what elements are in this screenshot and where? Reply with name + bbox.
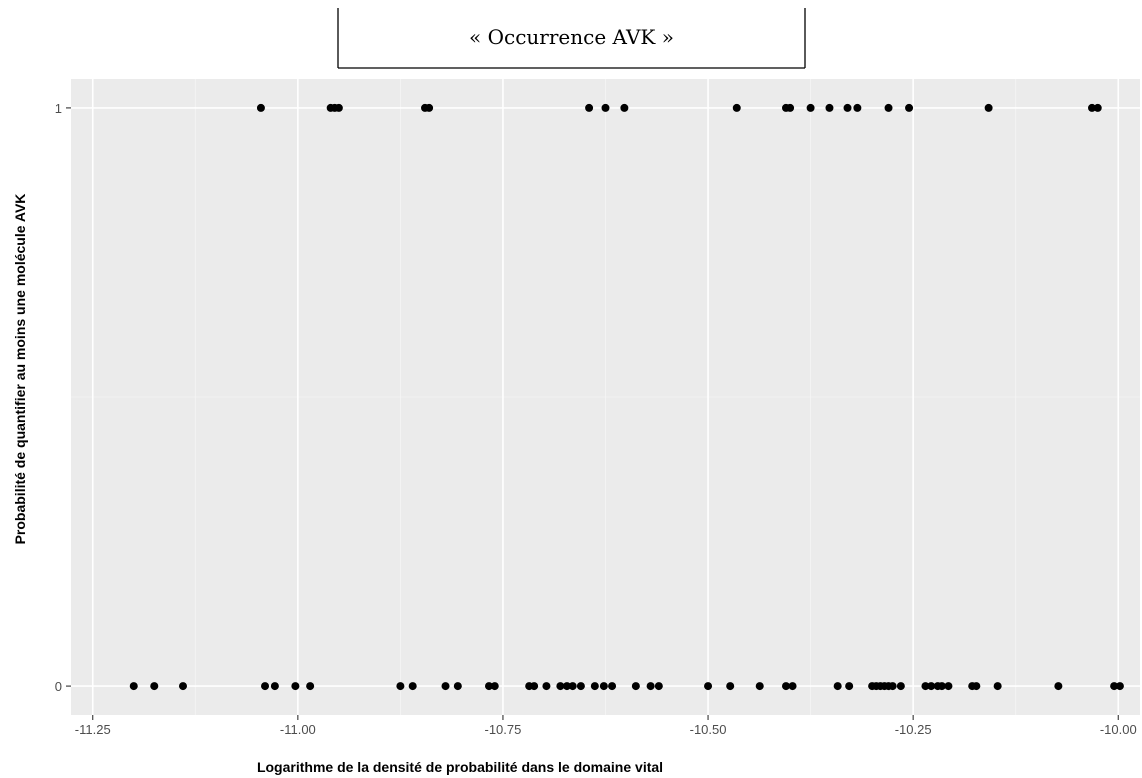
data-point [993,682,1002,691]
data-point [755,682,764,691]
data-point [590,682,599,691]
data-point [631,682,640,691]
data-point [425,103,434,112]
data-point [291,682,300,691]
data-point [261,682,270,691]
x-axis-title: Logarithme de la densité de probabilité … [257,759,663,775]
x-tick-label: -10.75 [485,722,522,737]
data-point [150,682,159,691]
data-point [562,682,571,691]
data-point [833,682,842,691]
data-point [921,682,930,691]
data-point [256,103,265,112]
data-point [944,682,953,691]
data-point [788,682,797,691]
data-point [129,682,138,691]
data-point [732,103,741,112]
data-point [178,682,187,691]
data-point [1088,103,1097,112]
grid-minor [71,79,1140,715]
data-point [408,682,417,691]
data-point [646,682,655,691]
data-point [825,103,834,112]
data-point [485,682,494,691]
data-point [568,682,577,691]
data-point [608,682,617,691]
data-point [556,682,565,691]
data-point [1093,103,1102,112]
data-point [972,682,981,691]
data-point [490,682,499,691]
data-point [334,103,343,112]
data-point [896,682,905,691]
data-point [396,682,405,691]
data-points [129,103,1124,691]
data-point [845,682,854,691]
chart-title-box: « Occurrence AVK » [337,0,806,69]
data-point [927,682,936,691]
y-tick-label: 0 [55,679,62,694]
x-axis: -11.25 -11.00 -10.75 -10.50 -10.25 -10.00 [75,715,1137,737]
data-point [306,682,315,691]
data-point [937,682,946,691]
data-point [1115,682,1124,691]
data-point [786,103,795,112]
data-point [530,682,539,691]
data-point [806,103,815,112]
y-tick-label: 1 [55,101,62,116]
data-point [984,103,993,112]
data-point [1054,682,1063,691]
data-point [576,682,585,691]
x-tick-label: -11.00 [280,722,316,737]
x-tick-label: -10.00 [1100,722,1137,737]
data-point [884,103,893,112]
data-point [270,682,279,691]
data-point [726,682,735,691]
x-tick-label: -10.50 [690,722,727,737]
data-point [1110,682,1119,691]
x-tick-label: -10.25 [895,722,932,737]
data-point [905,103,914,112]
data-point [620,103,629,112]
data-point [853,103,862,112]
data-point [542,682,551,691]
data-point [843,103,852,112]
y-axis-title: Probabilité de quantifier au moins une m… [12,194,28,545]
data-point [599,682,608,691]
x-tick-label: -11.25 [75,722,111,737]
data-point [453,682,462,691]
data-point [585,103,594,112]
data-point [888,682,897,691]
data-point [441,682,450,691]
data-point [654,682,663,691]
title-box-fill [338,0,805,68]
y-axis: 01 [55,101,71,694]
data-point [601,103,610,112]
chart-title: « Occurrence AVK » [469,25,674,49]
data-point [781,682,790,691]
data-point [704,682,713,691]
